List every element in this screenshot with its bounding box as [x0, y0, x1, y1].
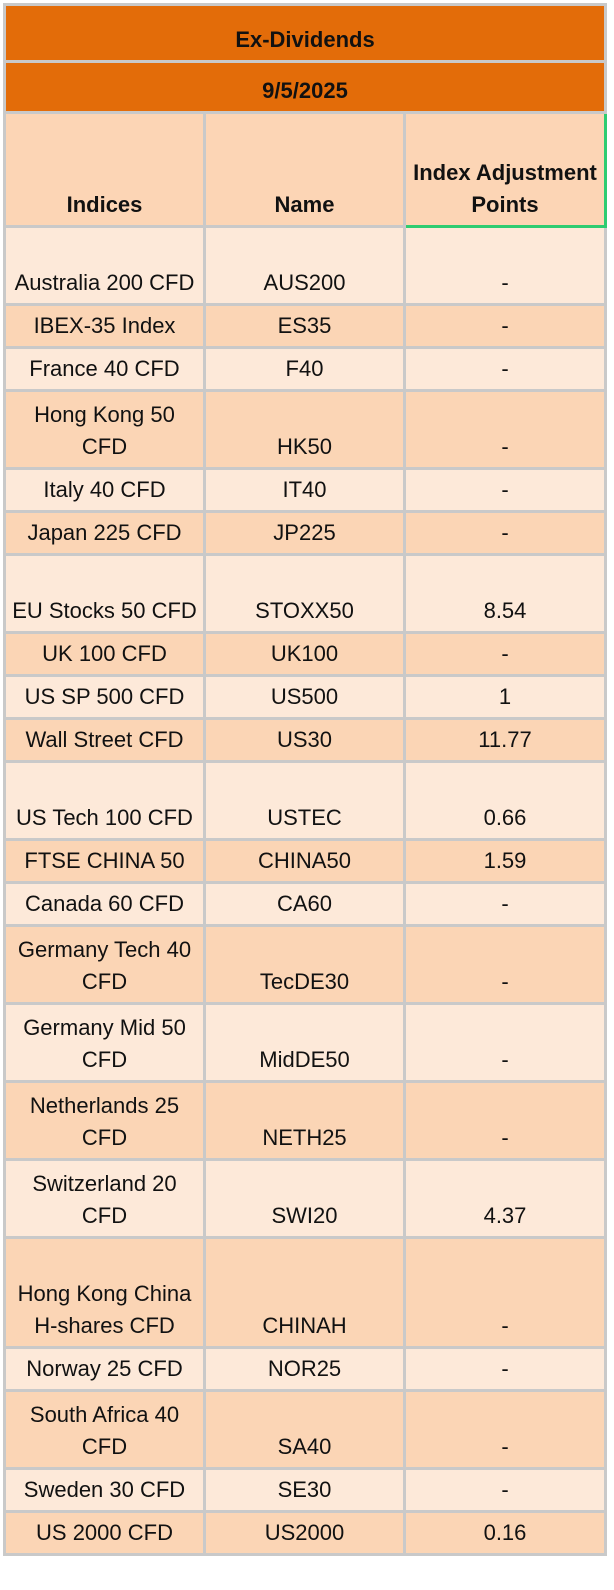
- cell-indices[interactable]: Netherlands 25 CFD: [3, 1080, 206, 1161]
- table-row: Sweden 30 CFD SE30-: [3, 1467, 607, 1513]
- cell-points[interactable]: -: [403, 1080, 607, 1161]
- cell-indices[interactable]: IBEX-35 Index: [3, 303, 206, 349]
- cell-points[interactable]: -: [403, 467, 607, 513]
- table-row: US SP 500 CFD US500 1: [3, 674, 607, 720]
- cell-points[interactable]: -: [403, 631, 607, 677]
- cell-name[interactable]: CHINA50: [203, 838, 406, 884]
- cell-points[interactable]: -: [403, 389, 607, 470]
- cell-indices[interactable]: Canada 60 CFD: [3, 881, 206, 927]
- date-row: 9/5/2025: [3, 60, 607, 114]
- table-row: South Africa 40 CFD SA40-: [3, 1389, 607, 1470]
- table-row: FTSE CHINA 50 CHINA50 1.59: [3, 838, 607, 884]
- cell-indices[interactable]: Sweden 30 CFD: [3, 1467, 206, 1513]
- cell-points[interactable]: 0.66: [403, 760, 607, 841]
- cell-indices[interactable]: US Tech 100 CFD: [3, 760, 206, 841]
- cell-name[interactable]: IT40: [203, 467, 406, 513]
- cell-points[interactable]: 1: [403, 674, 607, 720]
- cell-indices[interactable]: Wall Street CFD: [3, 717, 206, 763]
- cell-points[interactable]: 8.54: [403, 553, 607, 634]
- cell-name[interactable]: HK50: [203, 389, 406, 470]
- cell-points[interactable]: -: [403, 510, 607, 556]
- cell-points[interactable]: -: [403, 1467, 607, 1513]
- table-row: US 2000 CFD US2000 0.16: [3, 1510, 607, 1556]
- cell-name[interactable]: SE30: [203, 1467, 406, 1513]
- cell-name[interactable]: F40: [203, 346, 406, 392]
- table-row: Japan 225 CFD JP225-: [3, 510, 607, 556]
- cell-name[interactable]: NETH25: [203, 1080, 406, 1161]
- table-row: IBEX-35 Index ES35-: [3, 303, 607, 349]
- table-row: Norway 25 CFD NOR25-: [3, 1346, 607, 1392]
- cell-indices[interactable]: US SP 500 CFD: [3, 674, 206, 720]
- cell-points[interactable]: -: [403, 1002, 607, 1083]
- cell-points[interactable]: -: [403, 346, 607, 392]
- cell-indices[interactable]: Hong Kong China H-shares CFD: [3, 1236, 206, 1349]
- cell-name[interactable]: ES35: [203, 303, 406, 349]
- cell-points[interactable]: -: [403, 924, 607, 1005]
- cell-indices[interactable]: Italy 40 CFD: [3, 467, 206, 513]
- cell-points[interactable]: -: [403, 1346, 607, 1392]
- table-row: Switzerland 20 CFD SWI20 4.37: [3, 1158, 607, 1239]
- cell-name[interactable]: SA40: [203, 1389, 406, 1470]
- cell-points[interactable]: 4.37: [403, 1158, 607, 1239]
- cell-points[interactable]: 1.59: [403, 838, 607, 884]
- cell-indices[interactable]: Germany Mid 50 CFD: [3, 1002, 206, 1083]
- cell-points[interactable]: -: [403, 1236, 607, 1349]
- table-date: 9/5/2025: [3, 60, 607, 114]
- cell-points[interactable]: -: [403, 303, 607, 349]
- cell-indices[interactable]: Switzerland 20 CFD: [3, 1158, 206, 1239]
- cell-name[interactable]: CA60: [203, 881, 406, 927]
- table-row: France 40 CFD F40-: [3, 346, 607, 392]
- table-row: Hong Kong China H-shares CFD CHINAH -: [3, 1236, 607, 1349]
- header-name[interactable]: Name: [203, 111, 406, 228]
- cell-name[interactable]: SWI20: [203, 1158, 406, 1239]
- cell-name[interactable]: UK100: [203, 631, 406, 677]
- cell-indices[interactable]: France 40 CFD: [3, 346, 206, 392]
- table-title: Ex-Dividends: [3, 3, 607, 63]
- table-row: Wall Street CFD US30 11.77: [3, 717, 607, 763]
- cell-indices[interactable]: Australia 200 CFD: [3, 225, 206, 306]
- cell-indices[interactable]: US 2000 CFD: [3, 1510, 206, 1556]
- header-index-adjustment-points[interactable]: Index Adjustment Points: [403, 111, 607, 228]
- cell-name[interactable]: US2000: [203, 1510, 406, 1556]
- cell-indices[interactable]: Japan 225 CFD: [3, 510, 206, 556]
- cell-points[interactable]: 11.77: [403, 717, 607, 763]
- table-row: EU Stocks 50 CFD STOXX50 8.54: [3, 553, 607, 634]
- cell-indices[interactable]: South Africa 40 CFD: [3, 1389, 206, 1470]
- cell-points[interactable]: 0.16: [403, 1510, 607, 1556]
- cell-points[interactable]: -: [403, 1389, 607, 1470]
- cell-name[interactable]: STOXX50: [203, 553, 406, 634]
- header-indices[interactable]: Indices: [3, 111, 206, 228]
- table-row: Netherlands 25 CFD NETH25-: [3, 1080, 607, 1161]
- title-row: Ex-Dividends: [3, 3, 607, 63]
- cell-name[interactable]: JP225: [203, 510, 406, 556]
- table-row: US Tech 100 CFD USTEC 0.66: [3, 760, 607, 841]
- cell-name[interactable]: MidDE50: [203, 1002, 406, 1083]
- table-row: Germany Mid 50 CFD MidDE50-: [3, 1002, 607, 1083]
- cell-name[interactable]: US500: [203, 674, 406, 720]
- table-row: Hong Kong 50 CFD HK50-: [3, 389, 607, 470]
- ex-dividends-table: Ex-Dividends 9/5/2025 Indices Name Index…: [3, 3, 607, 1556]
- cell-indices[interactable]: FTSE CHINA 50: [3, 838, 206, 884]
- cell-indices[interactable]: UK 100 CFD: [3, 631, 206, 677]
- cell-indices[interactable]: EU Stocks 50 CFD: [3, 553, 206, 634]
- cell-indices[interactable]: Hong Kong 50 CFD: [3, 389, 206, 470]
- cell-name[interactable]: TecDE30: [203, 924, 406, 1005]
- table-row: UK 100 CFD UK100-: [3, 631, 607, 677]
- cell-points[interactable]: -: [403, 881, 607, 927]
- cell-indices[interactable]: Germany Tech 40 CFD: [3, 924, 206, 1005]
- cell-points[interactable]: -: [403, 225, 607, 306]
- cell-indices[interactable]: Norway 25 CFD: [3, 1346, 206, 1392]
- cell-name[interactable]: AUS200: [203, 225, 406, 306]
- cell-name[interactable]: CHINAH: [203, 1236, 406, 1349]
- cell-name[interactable]: US30: [203, 717, 406, 763]
- table-row: Australia 200 CFD AUS200-: [3, 225, 607, 306]
- cell-name[interactable]: NOR25: [203, 1346, 406, 1392]
- header-row: Indices Name Index Adjustment Points: [3, 111, 607, 228]
- cell-name[interactable]: USTEC: [203, 760, 406, 841]
- table-row: Italy 40 CFD IT40-: [3, 467, 607, 513]
- table-row: Canada 60 CFD CA60-: [3, 881, 607, 927]
- table-row: Germany Tech 40 CFD TecDE30-: [3, 924, 607, 1005]
